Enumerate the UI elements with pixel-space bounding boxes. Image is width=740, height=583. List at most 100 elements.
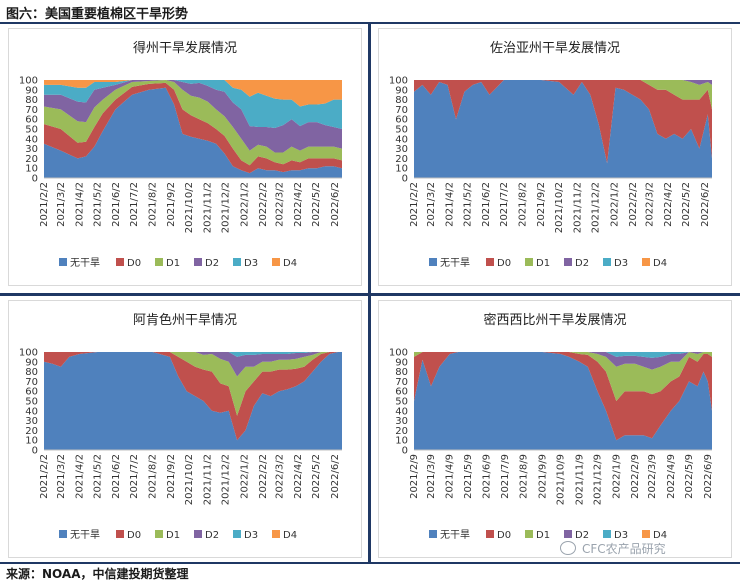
legend-swatch-D2 (194, 530, 202, 538)
x-tick-label: 2021/11/2 (573, 182, 584, 233)
y-tick-label: 60 (395, 387, 408, 398)
area-series-D3 (44, 352, 342, 357)
legend-label-无干旱: 无干旱 (70, 529, 100, 541)
x-tick-label: 2022/2/9 (630, 454, 641, 499)
legend-swatch-D4 (642, 258, 650, 266)
chart-panel-texas: 得州干旱发展情况 0 10 20 30 40 50 60 70 80 90 100 2021/2/2 20… (8, 28, 362, 286)
x-tick-label: 2022/2/2 (258, 182, 269, 227)
x-tick-label: 2022/3/2 (275, 454, 286, 499)
legend-label-D1: D1 (536, 258, 550, 269)
legend-swatch-无干旱 (59, 530, 67, 538)
legend-label-D3: D3 (614, 258, 628, 269)
area-series-D0 (44, 82, 342, 174)
area-series-D3 (44, 80, 342, 129)
source-note: 来源：NOAA，中信建投期货整理 (6, 567, 189, 581)
y-tick-label: 20 (25, 154, 38, 165)
figure-title: 图六：美国重要植棉区干旱形势 (6, 7, 189, 22)
area-series-D0 (414, 352, 712, 441)
x-tick-label: 2021/8/2 (148, 182, 159, 227)
legend-label-D3: D3 (614, 530, 628, 541)
x-tick-label: 2021/6/2 (111, 182, 122, 227)
x-tick-label: 2021/11/2 (203, 182, 214, 233)
legend-label-D1: D1 (536, 530, 550, 541)
area-series-无干旱 (44, 352, 342, 450)
y-tick-label: 100 (19, 348, 38, 359)
x-tick-label: 2022/1/2 (609, 182, 620, 227)
y-tick-label: 100 (19, 76, 38, 87)
area-series-D2 (414, 352, 712, 370)
x-tick-label: 2022/3/2 (275, 182, 286, 227)
area-series-D1 (414, 352, 712, 401)
x-tick-label: 2021/5/2 (462, 182, 473, 227)
x-tick-label: 2022/2/2 (628, 182, 639, 227)
x-tick-label: 2021/11/2 (203, 454, 214, 505)
x-tick-label: 2022/1/2 (239, 182, 250, 227)
legend-label-无干旱: 无干旱 (440, 257, 470, 269)
y-tick-label: 10 (395, 164, 408, 175)
x-tick-label: 2022/4/9 (666, 454, 677, 499)
x-tick-label: 2021/6/2 (481, 182, 492, 227)
x-tick-label: 2022/4/2 (293, 182, 304, 227)
horizontal-divider (0, 293, 740, 296)
x-tick-label: 2022/6/2 (330, 454, 341, 499)
x-tick-label: 2021/7/2 (129, 182, 140, 227)
legend-swatch-D1 (525, 258, 533, 266)
legend-label-D2: D2 (575, 530, 589, 541)
y-tick-label: 50 (395, 125, 408, 136)
legend-swatch-D4 (642, 530, 650, 538)
y-tick-label: 40 (25, 134, 38, 145)
x-tick-label: 2021/12/2 (221, 454, 232, 505)
y-tick-label: 80 (395, 367, 408, 378)
x-tick-label: 2021/3/2 (56, 182, 67, 227)
x-tick-label: 2021/4/2 (74, 182, 85, 227)
y-tick-label: 90 (25, 357, 38, 368)
legend-label-D2: D2 (575, 258, 589, 269)
legend-label-D4: D4 (653, 258, 667, 269)
y-tick-label: 90 (395, 357, 408, 368)
legend-swatch-D3 (603, 258, 611, 266)
x-tick-label: 2021/7/9 (500, 454, 511, 499)
area-series-D1 (414, 80, 712, 110)
top-rule (0, 22, 740, 24)
legend-swatch-D0 (486, 530, 494, 538)
x-tick-label: 2022/4/2 (293, 454, 304, 499)
x-tick-label: 2021/4/9 (445, 454, 456, 499)
y-tick-label: 30 (395, 416, 408, 427)
x-tick-label: 2022/3/9 (647, 454, 658, 499)
x-tick-label: 2021/6/2 (111, 454, 122, 499)
area-series-D2 (44, 80, 342, 153)
legend-swatch-D2 (194, 258, 202, 266)
y-tick-label: 30 (25, 416, 38, 427)
area-series-无干旱 (414, 80, 712, 178)
x-tick-label: 2022/5/2 (311, 454, 322, 499)
x-tick-label: 2022/5/2 (681, 182, 692, 227)
legend-swatch-D2 (564, 530, 572, 538)
x-tick-label: 2021/10/2 (184, 454, 195, 505)
chart-panel-georgia: 佐治亚州干旱发展情况 0 10 20 30 40 50 60 70 80 90 100 2021/2/2… (378, 28, 732, 286)
x-tick-label: 2022/5/9 (684, 454, 695, 499)
legend-swatch-D4 (272, 258, 280, 266)
legend-label-D3: D3 (244, 258, 258, 269)
y-tick-label: 0 (32, 446, 38, 457)
x-tick-label: 2021/2/2 (39, 182, 50, 227)
x-tick-label: 2021/10/2 (554, 182, 565, 233)
legend-label-D3: D3 (244, 530, 258, 541)
x-tick-label: 2021/4/2 (74, 454, 85, 499)
area-series-无干旱 (44, 87, 342, 178)
y-tick-label: 0 (402, 446, 408, 457)
bottom-rule (0, 562, 740, 564)
y-tick-label: 50 (395, 397, 408, 408)
wechat-icon (560, 541, 576, 555)
y-tick-label: 70 (395, 377, 408, 388)
legend-label-D1: D1 (166, 258, 180, 269)
legend-swatch-无干旱 (429, 530, 437, 538)
legend-swatch-D0 (486, 258, 494, 266)
x-tick-label: 2021/3/9 (426, 454, 437, 499)
x-tick-label: 2021/4/2 (444, 182, 455, 227)
chart-title: 密西西比州干旱发展情况 (483, 312, 626, 328)
x-tick-label: 2021/2/9 (409, 454, 420, 499)
y-tick-label: 90 (395, 85, 408, 96)
x-tick-label: 2021/9/2 (536, 182, 547, 227)
y-tick-label: 50 (25, 397, 38, 408)
